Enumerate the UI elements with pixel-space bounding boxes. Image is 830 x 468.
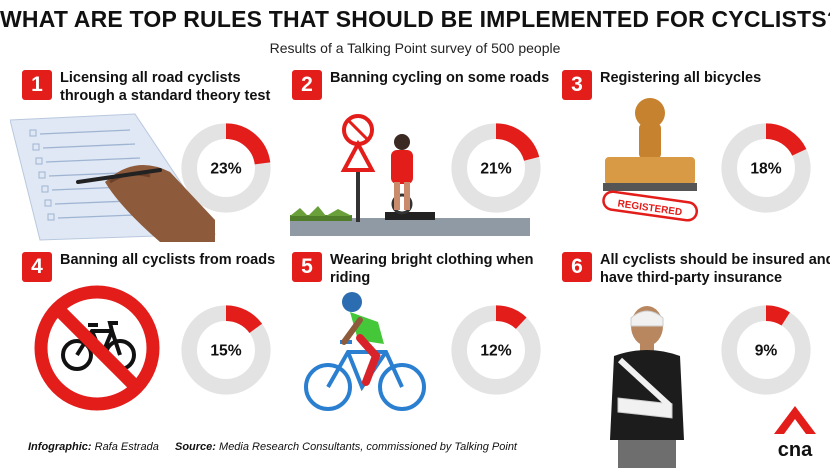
cyclist-icon	[304, 292, 426, 411]
donut-chart: 18%	[721, 123, 811, 213]
rule-item-3: 3 Registering all bicycles 18%	[562, 70, 830, 250]
footer-source: Source: Media Research Consultants, comm…	[175, 441, 517, 453]
donut-track	[451, 123, 541, 213]
credit-prefix: Infographic:	[28, 441, 92, 453]
donut-value-label: 9%	[755, 343, 778, 360]
source-prefix: Source:	[175, 441, 216, 453]
donut-value-label: 15%	[210, 343, 241, 360]
rule-item-2: 2 Banning cycling on some roads 21%	[292, 70, 562, 250]
donut-chart: 12%	[451, 305, 541, 395]
rule-label: Licensing all road cyclists through a st…	[60, 70, 271, 104]
rule-item-1: 1 Licensing all road cyclists through a …	[22, 70, 292, 250]
pen-hand-icon	[10, 113, 216, 242]
rule-item-6: 6 All cyclists should be insured and hav…	[562, 252, 830, 432]
credit-name: Rafa Estrada	[94, 441, 159, 453]
donut-value-arc	[495, 305, 527, 330]
rule-label: Banning cycling on some roads	[330, 70, 550, 86]
rule-item-5: 5 Wearing bright clothing when riding 12…	[292, 252, 562, 432]
donut-chart: 21%	[451, 123, 541, 213]
donut-track	[181, 123, 271, 213]
rule-label: Banning all cyclists from roads	[60, 252, 276, 268]
rule-label: All cyclists should be insured and have …	[600, 252, 830, 286]
rule-item-4: 4 Banning all cyclists from roads 15%	[22, 252, 292, 432]
donut-value-arc	[495, 123, 540, 162]
bicycle-ban-icon	[34, 285, 160, 411]
page-title: WHAT ARE TOP RULES THAT SHOULD BE IMPLEM…	[0, 6, 830, 32]
donut-value-arc	[765, 305, 790, 326]
rule-number: 1	[22, 70, 52, 100]
donut-chart: 9%	[721, 305, 811, 395]
rule-number: 4	[22, 252, 52, 282]
donut-chart: 15%	[181, 305, 271, 395]
donut-value-arc	[765, 123, 807, 157]
donut-value-arc	[225, 123, 271, 165]
donut-chart: 23%	[181, 123, 271, 213]
donut-track	[721, 123, 811, 213]
source-text: Media Research Consultants, commissioned…	[219, 441, 517, 453]
rule-label: Wearing bright clothing when riding	[330, 252, 534, 286]
rule-number: 3	[562, 70, 592, 100]
donut-value-label: 21%	[480, 161, 511, 178]
rule-label: Registering all bicycles	[600, 70, 762, 86]
donut-value-label: 23%	[210, 161, 241, 178]
donut-value-arc	[225, 305, 263, 334]
cna-logo: cna	[774, 406, 816, 460]
donut-value-label: 18%	[750, 161, 781, 178]
footer-credit: Infographic: Rafa Estrada	[28, 441, 159, 453]
donut-value-label: 12%	[480, 343, 511, 360]
rule-number: 2	[292, 70, 322, 100]
logo-text: cna	[778, 439, 813, 460]
rule-number: 6	[562, 252, 592, 282]
no-bicycle-sign-icon	[290, 114, 530, 236]
rule-number: 5	[292, 252, 322, 282]
injured-person-icon	[610, 306, 684, 468]
rubber-stamp-icon: REGISTERED	[602, 98, 699, 222]
page-subtitle: Results of a Talking Point survey of 500…	[269, 40, 561, 56]
